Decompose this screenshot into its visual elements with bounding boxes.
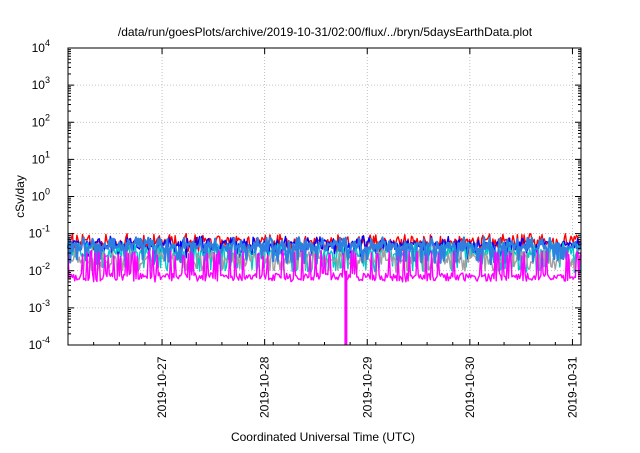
x-tick-label: 2019-10-28 <box>258 356 272 418</box>
x-axis-label: Coordinated Universal Time (UTC) <box>231 430 415 444</box>
y-tick-label: 103 <box>32 75 50 92</box>
x-tick-label: 2019-10-31 <box>565 356 579 418</box>
axis-ticks: 10-4 10-3 10-2 10-1 100 101 102 103 104 2019-10-2… <box>29 38 582 418</box>
y-axis-label: cSv/day <box>13 175 27 218</box>
chart-title: /data/run/goesPlots/archive/2019-10-31/0… <box>118 25 533 39</box>
x-tick-label: 2019-10-30 <box>463 356 477 418</box>
y-tick-label: 104 <box>32 38 50 55</box>
x-tick-label: 2019-10-29 <box>360 356 374 418</box>
y-tick-label: 10-3 <box>29 298 50 315</box>
plot-frame <box>67 47 582 346</box>
series-layer <box>66 232 582 345</box>
y-tick-label: 100 <box>32 187 50 204</box>
y-tick-label: 101 <box>32 149 50 166</box>
x-tick-label: 2019-10-27 <box>155 356 169 418</box>
y-tick-label: 10-4 <box>29 335 50 352</box>
y-tick-label: 10-2 <box>29 261 50 278</box>
y-tick-label: 10-1 <box>29 224 50 241</box>
series-line <box>67 249 582 283</box>
grid-lines <box>68 48 581 345</box>
y-tick-label: 102 <box>32 112 50 129</box>
